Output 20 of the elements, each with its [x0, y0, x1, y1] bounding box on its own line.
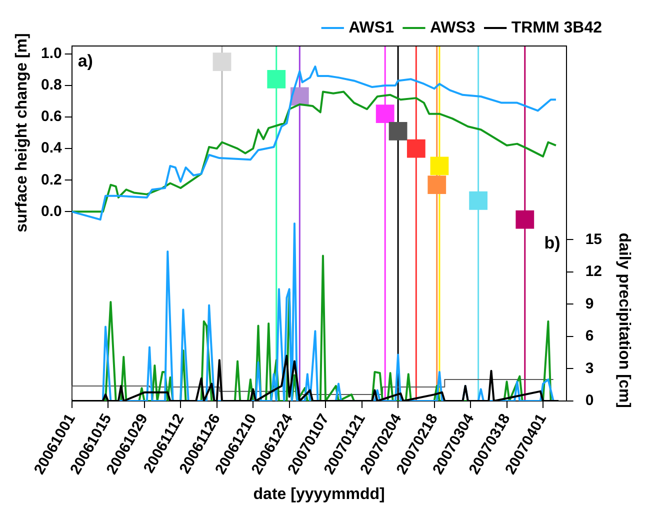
legend-label: AWS3: [430, 19, 476, 36]
legend-label: TRMM 3B42: [511, 19, 602, 36]
x-axis-title: date [yyyymmdd]: [253, 486, 385, 503]
annotation: a): [78, 52, 93, 71]
y2-tick-label: 9: [585, 295, 594, 312]
y2-tick-label: 15: [585, 230, 602, 248]
y2-tick-label: 6: [585, 328, 594, 345]
legend-label: AWS1: [348, 19, 394, 36]
y-tick-label: 0.4: [40, 140, 62, 157]
y-tick-label: 0.0: [40, 202, 62, 220]
annotation: b): [544, 233, 560, 252]
y-tick-label: 0.8: [40, 76, 62, 94]
y2-axis-title: daily precipitation [cm]: [616, 232, 633, 408]
y2-tick-label: 0: [585, 392, 594, 410]
y-tick-label: 0.2: [40, 171, 62, 188]
y2-tick-label: 3: [585, 360, 594, 377]
y-tick-label: 1.0: [40, 45, 62, 62]
y-axis-title: surface height change [m]: [13, 33, 30, 232]
y-tick-label: 0.6: [40, 108, 62, 126]
y2-tick-label: 12: [585, 263, 602, 280]
